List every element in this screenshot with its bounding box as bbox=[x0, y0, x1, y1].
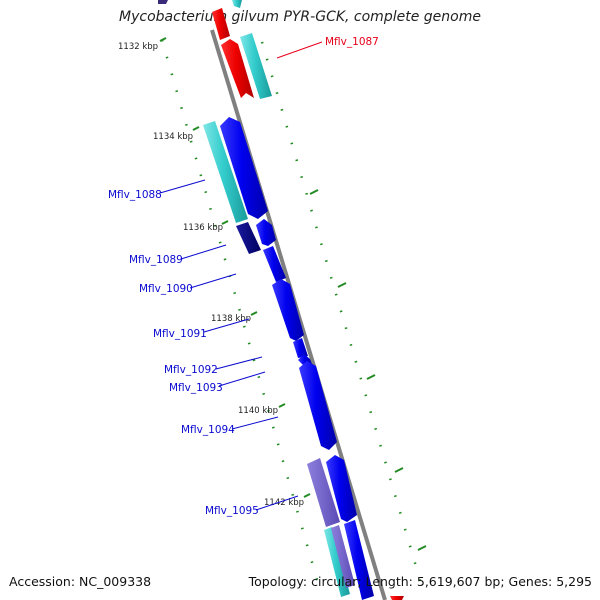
scale-dotted-line-outer bbox=[260, 41, 422, 581]
gene-label-mflv-1093: Mflv_1093 bbox=[169, 382, 223, 394]
gene-fragment-lower-blue bbox=[344, 520, 374, 600]
tick-mark-outer-4 bbox=[394, 467, 404, 473]
tick-mark-outer-2 bbox=[337, 282, 347, 288]
tick-mark-outer-1 bbox=[309, 189, 319, 195]
tick-label-1142: 1142 kbp bbox=[264, 498, 304, 508]
tick-mark-1138 bbox=[250, 311, 258, 316]
topology-text: Topology: circular; Length: 5,619,607 bp… bbox=[248, 574, 592, 589]
gene-fragment-bottom-red bbox=[390, 596, 404, 600]
tick-mark-1132 bbox=[159, 37, 167, 42]
gene-label-mflv-1089: Mflv_1089 bbox=[129, 254, 183, 266]
gene-mflv-1090-block bbox=[263, 246, 286, 282]
gene-fragment-lower-purple bbox=[331, 525, 355, 588]
gene-mflv-1095-purple-block bbox=[307, 458, 340, 527]
tick-label-1134: 1134 kbp bbox=[153, 132, 193, 142]
tick-mark-1142 bbox=[303, 493, 311, 498]
tick-mark-outer-5 bbox=[417, 545, 427, 551]
gene-label-mflv-1092: Mflv_1092 bbox=[164, 364, 218, 376]
leader-mflv-1093 bbox=[218, 371, 266, 387]
gene-label-mflv-1088: Mflv_1088 bbox=[108, 189, 162, 201]
leader-mflv-1087 bbox=[276, 41, 323, 59]
gene-fragment-top-cyan bbox=[232, 0, 242, 8]
gene-label-mflv-1094: Mflv_1094 bbox=[181, 424, 235, 436]
gene-label-mflv-1090: Mflv_1090 bbox=[139, 283, 193, 295]
tick-mark-1134 bbox=[192, 126, 200, 131]
leader-mflv-1090 bbox=[189, 273, 237, 289]
gene-mflv-1087-arrow bbox=[221, 39, 254, 98]
leader-mflv-1091 bbox=[203, 318, 250, 333]
tick-label-1140: 1140 kbp bbox=[238, 406, 278, 416]
tick-mark-1136 bbox=[221, 220, 229, 225]
leader-mflv-1094 bbox=[231, 416, 279, 430]
tick-label-1136: 1136 kbp bbox=[183, 223, 223, 233]
map-title: Mycobacterium gilvum PYR-GCK, complete g… bbox=[119, 9, 481, 25]
tick-label-1138: 1138 kbp bbox=[211, 314, 251, 324]
leader-mflv-1095 bbox=[255, 495, 299, 511]
leader-mflv-1092 bbox=[215, 356, 263, 370]
leader-mflv-1089 bbox=[180, 244, 227, 260]
gene-mflv-1088-arrow bbox=[220, 117, 268, 219]
gene-mflv-1087-red-block bbox=[212, 8, 230, 40]
gene-mflv-1092-block bbox=[293, 338, 308, 358]
gene-mflv-1090-arrow bbox=[256, 219, 276, 246]
rna-block-1087 bbox=[240, 33, 272, 99]
rna-block-lower bbox=[324, 527, 350, 597]
gene-mflv-1089-block bbox=[236, 222, 261, 254]
gene-fragment-top-dark bbox=[158, 0, 168, 4]
gene-mflv-1094-arrow bbox=[299, 361, 337, 450]
rna-block-1088 bbox=[203, 121, 248, 223]
tick-label-1132: 1132 kbp bbox=[118, 42, 158, 52]
accession-text: Accession: NC_009338 bbox=[9, 574, 152, 589]
gene-label-mflv-1091: Mflv_1091 bbox=[153, 328, 207, 340]
gene-mflv-1091-arrow bbox=[272, 279, 304, 341]
gene-mflv-1095-arrow bbox=[326, 455, 357, 522]
gene-label-mflv-1087: Mflv_1087 bbox=[325, 36, 379, 48]
gene-label-mflv-1095: Mflv_1095 bbox=[205, 505, 259, 517]
tick-mark-1140 bbox=[278, 403, 286, 408]
leader-mflv-1088 bbox=[159, 179, 206, 194]
tick-mark-outer-3 bbox=[366, 374, 376, 380]
